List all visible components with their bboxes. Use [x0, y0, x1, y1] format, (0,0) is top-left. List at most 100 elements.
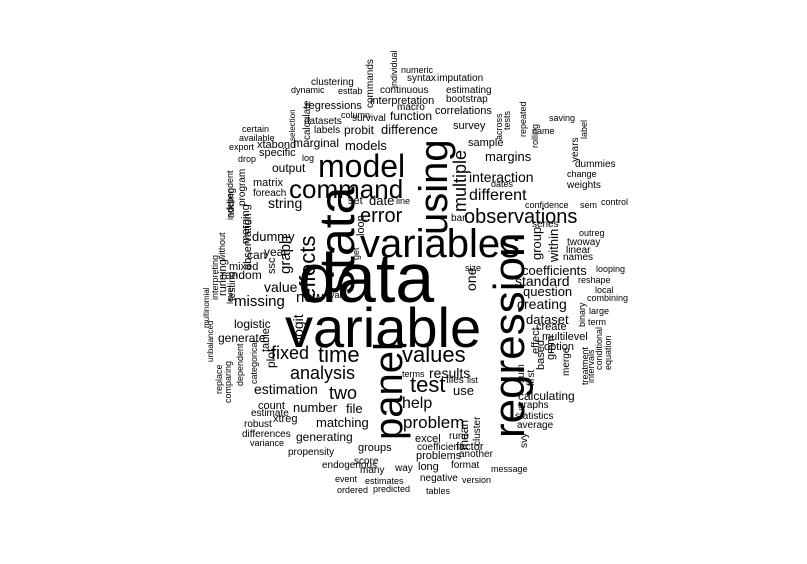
- cloud-word: available: [239, 133, 275, 143]
- cloud-word: event: [335, 474, 358, 484]
- cloud-word: estimates: [365, 476, 404, 486]
- cloud-word: dataset: [526, 312, 569, 327]
- cloud-word: standard: [515, 273, 570, 289]
- cloud-word: command: [289, 174, 404, 204]
- cloud-word: option: [544, 341, 574, 353]
- cloud-word: group: [529, 226, 544, 260]
- cloud-word: twoway: [567, 237, 601, 248]
- cloud-word: weights: [567, 180, 601, 191]
- cloud-word: estimate: [251, 408, 289, 419]
- cloud-word: another: [459, 449, 493, 460]
- cloud-word: logit: [290, 314, 306, 340]
- cloud-word: propensity: [288, 447, 335, 458]
- cloud-word: name: [532, 126, 555, 136]
- cloud-word: ssc: [266, 257, 278, 275]
- cloud-word: interaction: [469, 169, 534, 185]
- cloud-word: generate: [218, 331, 266, 345]
- cloud-word: many: [360, 465, 385, 476]
- cloud-word: mixed: [229, 261, 259, 273]
- cloud-word: marginal: [293, 136, 340, 150]
- cloud-word: error: [360, 205, 403, 227]
- cloud-word: independent: [225, 170, 235, 220]
- cloud-word: looping: [596, 264, 626, 274]
- cloud-word: log: [302, 153, 315, 163]
- cloud-word: generating: [296, 430, 353, 444]
- cloud-word: average: [517, 420, 554, 431]
- cloud-word: dynamic: [291, 85, 325, 95]
- cloud-word: val: [330, 290, 342, 300]
- cloud-word: dummies: [575, 159, 616, 170]
- cloud-word: differences: [242, 429, 291, 440]
- cloud-word: variance: [250, 438, 285, 448]
- cloud-word: multilevel: [542, 331, 588, 343]
- cloud-word: replace: [214, 364, 224, 394]
- cloud-word: selection: [288, 109, 297, 141]
- cloud-word: random: [221, 268, 262, 282]
- cloud-word: models: [345, 138, 387, 153]
- cloud-word: tests: [502, 110, 512, 130]
- cloud-word: continuous: [380, 85, 429, 96]
- cloud-word: level: [225, 285, 235, 304]
- cloud-word: local: [595, 285, 614, 295]
- cloud-word: groups: [358, 442, 392, 454]
- cloud-word: question: [523, 284, 573, 299]
- cloud-word: within: [546, 228, 561, 262]
- cloud-word: xtreg: [273, 413, 298, 425]
- cloud-word: cluster: [472, 416, 483, 446]
- cloud-word: correlations: [435, 105, 492, 117]
- cloud-word: create: [536, 321, 567, 333]
- cloud-word: message: [491, 464, 528, 474]
- cloud-word: observations: [464, 206, 578, 228]
- cloud-word: survey: [453, 120, 486, 132]
- cloud-word: using: [412, 139, 456, 235]
- cloud-word: drop: [238, 154, 257, 164]
- cloud-word: long: [418, 461, 439, 473]
- cloud-word: list: [467, 375, 478, 385]
- cloud-word: column: [341, 110, 371, 120]
- cloud-word: foreach: [253, 188, 287, 199]
- cloud-word: confidence: [525, 200, 569, 210]
- cloud-word: factor: [456, 441, 484, 453]
- cloud-word: robust: [244, 419, 272, 430]
- cloud-word: coefficient: [417, 442, 462, 453]
- cloud-word: value: [264, 279, 298, 295]
- cloud-word: series: [532, 219, 559, 230]
- cloud-word: one: [463, 267, 479, 291]
- cloud-word: excel: [415, 433, 441, 445]
- cloud-word: bar: [451, 213, 466, 224]
- cloud-word: ordered: [337, 485, 369, 495]
- cloud-word: sample: [468, 137, 504, 149]
- cloud-word: loop: [355, 215, 367, 236]
- cloud-word: set: [348, 195, 363, 207]
- cloud-word: commands: [365, 59, 376, 108]
- cloud-word: score: [354, 456, 379, 467]
- cloud-word: predicted: [373, 484, 411, 494]
- cloud-word: outreg: [579, 228, 605, 238]
- cloud-word: binary: [577, 302, 587, 327]
- cloud-word: individual: [389, 50, 399, 88]
- cloud-word: size: [465, 263, 482, 273]
- cloud-word: problem: [403, 413, 465, 432]
- cloud-word: survival: [352, 113, 386, 124]
- cloud-word: svy: [519, 433, 530, 448]
- cloud-word: margins: [485, 149, 532, 164]
- cloud-word: output: [272, 161, 306, 175]
- cloud-word: combining: [587, 293, 629, 303]
- cloud-word: bootstrap: [446, 94, 488, 105]
- cloud-word: way: [395, 463, 413, 474]
- cloud-word: numeric: [401, 65, 434, 75]
- cloud-word: interpreting: [210, 254, 220, 300]
- cloud-word: term: [588, 317, 606, 327]
- cloud-word: can: [247, 248, 267, 262]
- cloud-word: date: [369, 193, 395, 208]
- cloud-word: sum: [516, 364, 527, 383]
- cloud-word: difference: [381, 122, 438, 137]
- cloud-word: calculating: [518, 389, 575, 403]
- cloud-word: analysis: [290, 363, 356, 383]
- cloud-word: certain: [242, 124, 270, 134]
- cloud-word: fixed: [271, 343, 310, 363]
- cloud-word: clustering: [311, 77, 354, 88]
- cloud-word: format: [451, 460, 480, 471]
- cloud-word: new: [296, 289, 324, 306]
- cloud-word: probit: [344, 123, 375, 137]
